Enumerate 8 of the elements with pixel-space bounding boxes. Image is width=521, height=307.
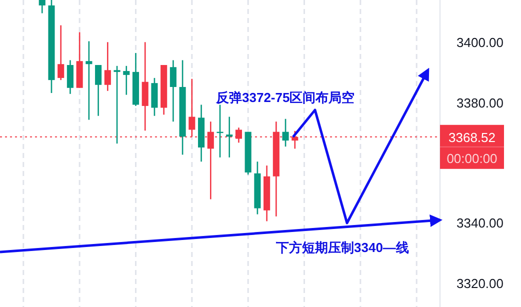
annotation: 反弹3372-75区间布局空 [215, 90, 355, 105]
ref-line-label: 3368.52 [448, 130, 496, 145]
y-tick-label: 3380.00 [456, 95, 504, 110]
y-tick-label: 3320.00 [456, 276, 504, 291]
annotation: 下方短期压制3340—线 [275, 240, 409, 255]
y-tick-label: 3340.00 [456, 216, 504, 231]
y-tick-label: 3400.00 [456, 35, 504, 50]
price-label: 3368.52 00:00:00 [440, 124, 504, 169]
